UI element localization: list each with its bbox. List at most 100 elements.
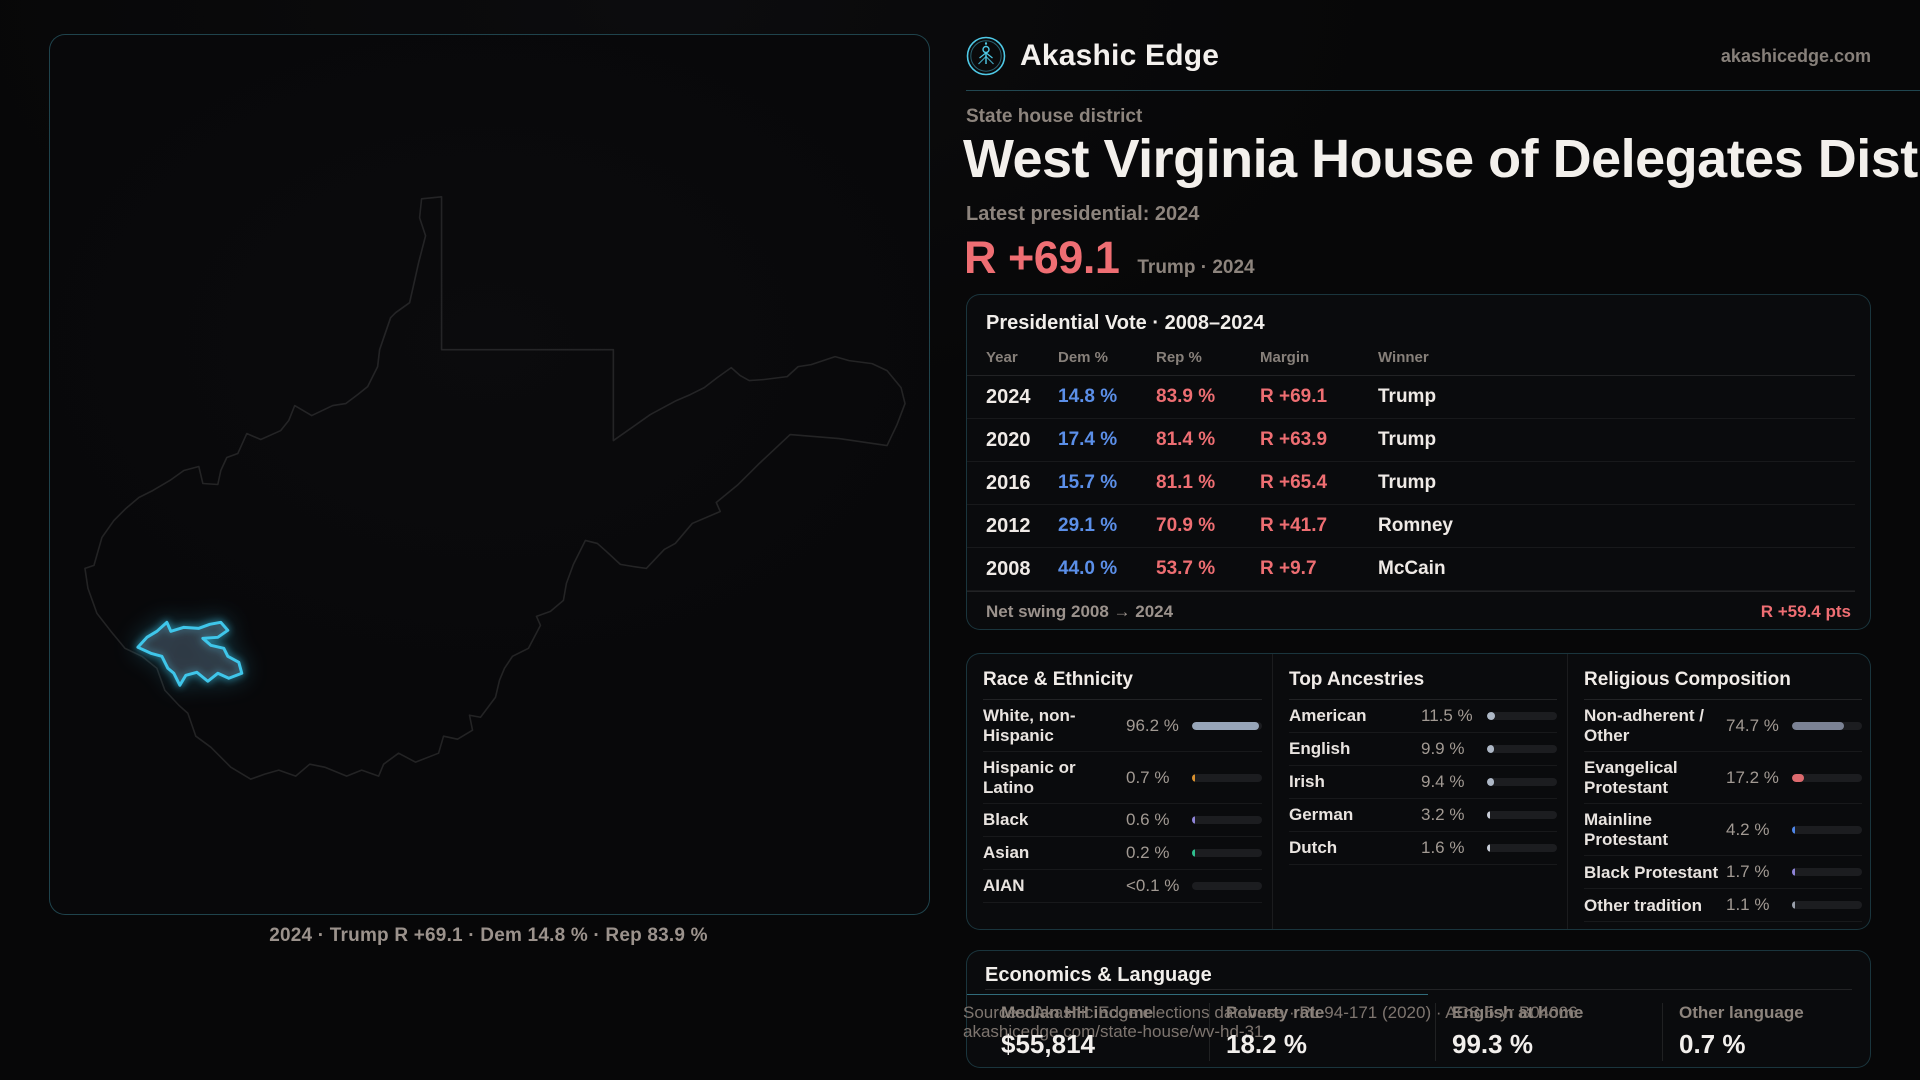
bar-fill — [1487, 778, 1494, 786]
table-header: Year Dem % Rep % Margin Winner — [967, 349, 1855, 376]
bar-track — [1792, 721, 1862, 730]
col-margin: Margin — [1260, 349, 1310, 366]
bar-fill — [1792, 868, 1795, 877]
demo-row: Other tradition 1.1 % — [1584, 889, 1862, 923]
brand-name: Akashic Edge — [1020, 39, 1220, 72]
demo-label: White, non-Hispanic — [983, 706, 1076, 745]
demo-value: 0.6 % — [1126, 810, 1170, 830]
demo-row: White, non-Hispanic 96.2 % — [983, 700, 1262, 753]
stat-english-at-home: English at home 99.3 % — [1435, 1003, 1662, 1061]
dem-pct: 15.7 % — [1058, 472, 1118, 493]
margin: R +63.9 — [1260, 429, 1328, 450]
state-outline — [84, 196, 906, 780]
demo-value: 9.9 % — [1421, 739, 1465, 758]
bar-fill — [1192, 849, 1195, 858]
bar-track — [1792, 825, 1862, 834]
demo-value: 0.7 % — [1126, 767, 1170, 787]
col-year: Year — [986, 349, 1018, 366]
winner: Romney — [1378, 515, 1453, 536]
margin-note: Trump · 2024 — [1137, 257, 1255, 278]
latest-presidential-label: Latest presidential: 2024 — [966, 203, 1200, 225]
stat-label: Poverty rate — [1226, 1003, 1325, 1022]
bar-track — [1192, 849, 1262, 858]
bar-fill — [1192, 773, 1195, 782]
divider — [1584, 699, 1862, 700]
demo-label: Black — [983, 810, 1029, 830]
demo-row: Black Protestant 1.7 % — [1584, 856, 1862, 890]
stat-label: English at home — [1452, 1003, 1584, 1022]
rep-pct: 83.9 % — [1156, 386, 1216, 407]
stat-value: 18.2 % — [1226, 1029, 1307, 1059]
demo-label: Irish — [1289, 772, 1325, 792]
bar-fill — [1192, 816, 1195, 825]
demo-label: Black Protestant — [1584, 862, 1719, 882]
site-url[interactable]: akashicedge.com — [1720, 45, 1871, 66]
economics-card-title: Economics & Language — [985, 964, 1212, 986]
divider — [1289, 699, 1557, 700]
demo-value: 3.2 % — [1421, 805, 1465, 824]
divider — [985, 989, 1852, 990]
margin: R +69.1 — [1260, 386, 1328, 407]
bar-track — [1487, 844, 1557, 852]
demo-row: Asian 0.2 % — [983, 837, 1262, 871]
demo-row: Irish 9.4 % — [1289, 766, 1557, 799]
rep-pct: 53.7 % — [1156, 558, 1216, 579]
district-31-shape[interactable] — [136, 620, 244, 687]
demo-row: AIAN <0.1 % — [983, 870, 1262, 904]
bar-track — [1192, 816, 1262, 825]
demo-label: German — [1289, 805, 1354, 825]
year: 2016 — [986, 471, 1031, 494]
bar-fill — [1487, 844, 1490, 852]
economics-stats-row: Median HH income $55,814 Poverty rate 18… — [967, 1003, 1870, 1061]
stat-value: 99.3 % — [1452, 1029, 1533, 1059]
sources-footer: Sources: Akashic Edge elections database… — [963, 1003, 1578, 1041]
demo-value: 1.7 % — [1726, 862, 1770, 882]
winner: Trump — [1378, 386, 1437, 407]
margin: R +9.7 — [1260, 558, 1317, 579]
demo-label: Asian — [983, 843, 1030, 863]
demo-value: <0.1 % — [1126, 876, 1180, 896]
col-rep: Rep % — [1156, 349, 1202, 366]
stat-value: 0.7 % — [1679, 1029, 1746, 1059]
demo-label: American — [1289, 706, 1367, 726]
header-divider — [966, 90, 1920, 91]
stat-value: $55,814 — [1001, 1029, 1095, 1059]
demo-label: English — [1289, 739, 1351, 759]
map-caption: 2024 · Trump R +69.1 · Dem 14.8 % · Rep … — [269, 925, 708, 946]
bar-fill — [1487, 811, 1490, 819]
demographics-card: Race & Ethnicity White, non-Hispanic 96.… — [966, 653, 1871, 930]
table-row: 2024 14.8 % 83.9 % R +69.1 Trump — [967, 376, 1855, 419]
bar-fill — [1792, 721, 1845, 730]
demo-value: 9.4 % — [1421, 772, 1465, 791]
bar-track — [1487, 745, 1557, 753]
ancestries-panel-title: Top Ancestries — [1289, 669, 1425, 690]
winner: Trump — [1378, 472, 1437, 493]
net-swing-value: R +59.4 pts — [1760, 602, 1851, 621]
sources-url[interactable]: akashicedge.com/state-house/wv-hd-31 — [963, 1022, 1264, 1041]
stat-poverty-rate: Poverty rate 18.2 % — [1209, 1003, 1435, 1061]
top-ancestries-panel: Top Ancestries American 11.5 % English 9… — [1272, 654, 1567, 929]
demo-row: Mainline Protestant 4.2 % — [1584, 804, 1862, 857]
table-row: 2020 17.4 % 81.4 % R +63.9 Trump — [967, 419, 1855, 462]
bar-fill — [1487, 745, 1494, 753]
bar-fill — [1792, 773, 1805, 782]
table-row: 2012 29.1 % 70.9 % R +41.7 Romney — [967, 505, 1855, 548]
demo-value: 11.5 % — [1421, 706, 1473, 725]
year: 2020 — [986, 428, 1031, 451]
year: 2012 — [986, 514, 1031, 537]
margin-row: R +69.1 Trump · 2024 — [964, 232, 1255, 284]
bar-fill — [1792, 901, 1795, 910]
presidential-vote-card: Presidential Vote · 2008–2024 Year Dem %… — [966, 294, 1871, 630]
demo-value: 1.1 % — [1726, 895, 1770, 915]
religion-panel-title: Religious Composition — [1584, 669, 1791, 690]
bar-fill — [1192, 721, 1260, 730]
stat-other-language: Other language 0.7 % — [1662, 1003, 1804, 1061]
economics-language-card: Economics & Language Median HH income $5… — [966, 950, 1871, 1068]
margin-value: R +69.1 — [964, 232, 1120, 283]
margin: R +65.4 — [1260, 472, 1328, 493]
demo-label: Hispanic or Latino — [983, 758, 1076, 797]
accent-line — [967, 994, 1428, 995]
year: 2024 — [986, 385, 1031, 408]
bar-track — [1192, 882, 1262, 891]
bar-fill — [1792, 825, 1795, 834]
